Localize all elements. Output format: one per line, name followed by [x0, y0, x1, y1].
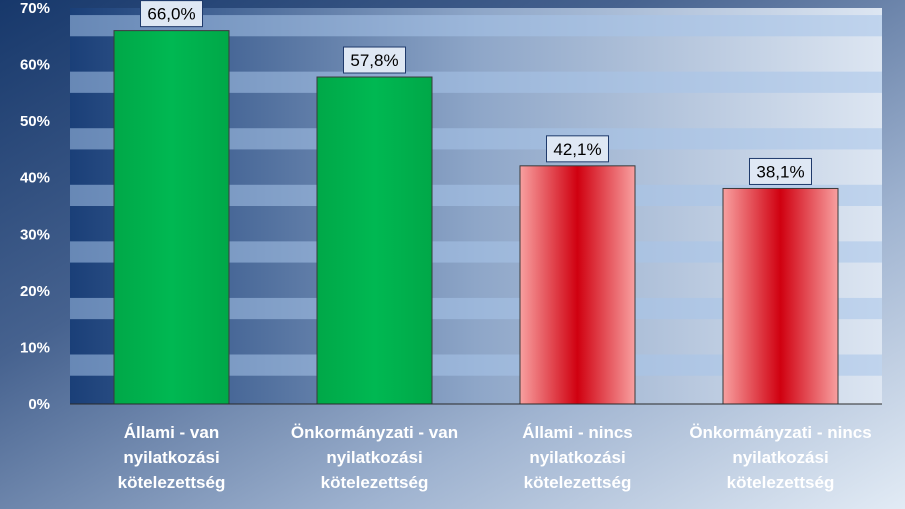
data-labels: 66,0% 57,8% 42,1% 38,1% — [140, 0, 812, 185]
y-tick-label: 10% — [20, 339, 50, 356]
bars — [113, 30, 839, 405]
data-label: 38,1% — [756, 162, 804, 181]
bar — [113, 30, 230, 405]
grid-stripe — [70, 241, 882, 263]
bar — [722, 187, 839, 405]
data-label: 42,1% — [553, 140, 601, 159]
data-label-box — [140, 0, 203, 28]
bar — [316, 76, 433, 405]
bar — [519, 165, 636, 405]
grid-stripe — [70, 354, 882, 376]
y-tick-label: 30% — [20, 226, 50, 243]
data-label-box — [546, 135, 609, 163]
grid-stripe — [70, 297, 882, 320]
y-tick-label: 20% — [20, 283, 50, 300]
grid-stripe — [70, 71, 882, 93]
grid-stripe — [70, 128, 882, 150]
x-tick-label: Állami - van nyilatkozási kötelezettség — [118, 423, 226, 492]
y-tick-label: 50% — [20, 113, 50, 130]
grid-stripe — [70, 184, 882, 206]
x-tick-label: Önkormányzati - nincs nyilatkozási kötelez… — [689, 423, 871, 492]
data-label-box — [343, 46, 406, 74]
y-tick-label: 40% — [20, 170, 50, 187]
y-tick-label: 70% — [20, 0, 50, 17]
y-tick-label: 0% — [28, 396, 50, 413]
y-tick-label: 60% — [20, 57, 50, 74]
data-label: 57,8% — [350, 51, 398, 70]
data-label: 66,0% — [147, 5, 195, 24]
x-tick-label: Állami - nincs nyilatkozási kötelezettség — [522, 423, 633, 492]
x-tick-label: Önkormányzati - van nyilatkozási kötelezet… — [291, 423, 458, 492]
data-label-box — [749, 157, 812, 185]
x-axis-labels: Állami - van nyilatkozási kötelezettség Önk… — [118, 423, 872, 492]
grid-stripe — [70, 15, 882, 37]
y-axis-ticks: 0% 10% 20% 30% 40% 50% 60% 70% — [20, 0, 50, 413]
grid-stripes — [70, 15, 882, 376]
